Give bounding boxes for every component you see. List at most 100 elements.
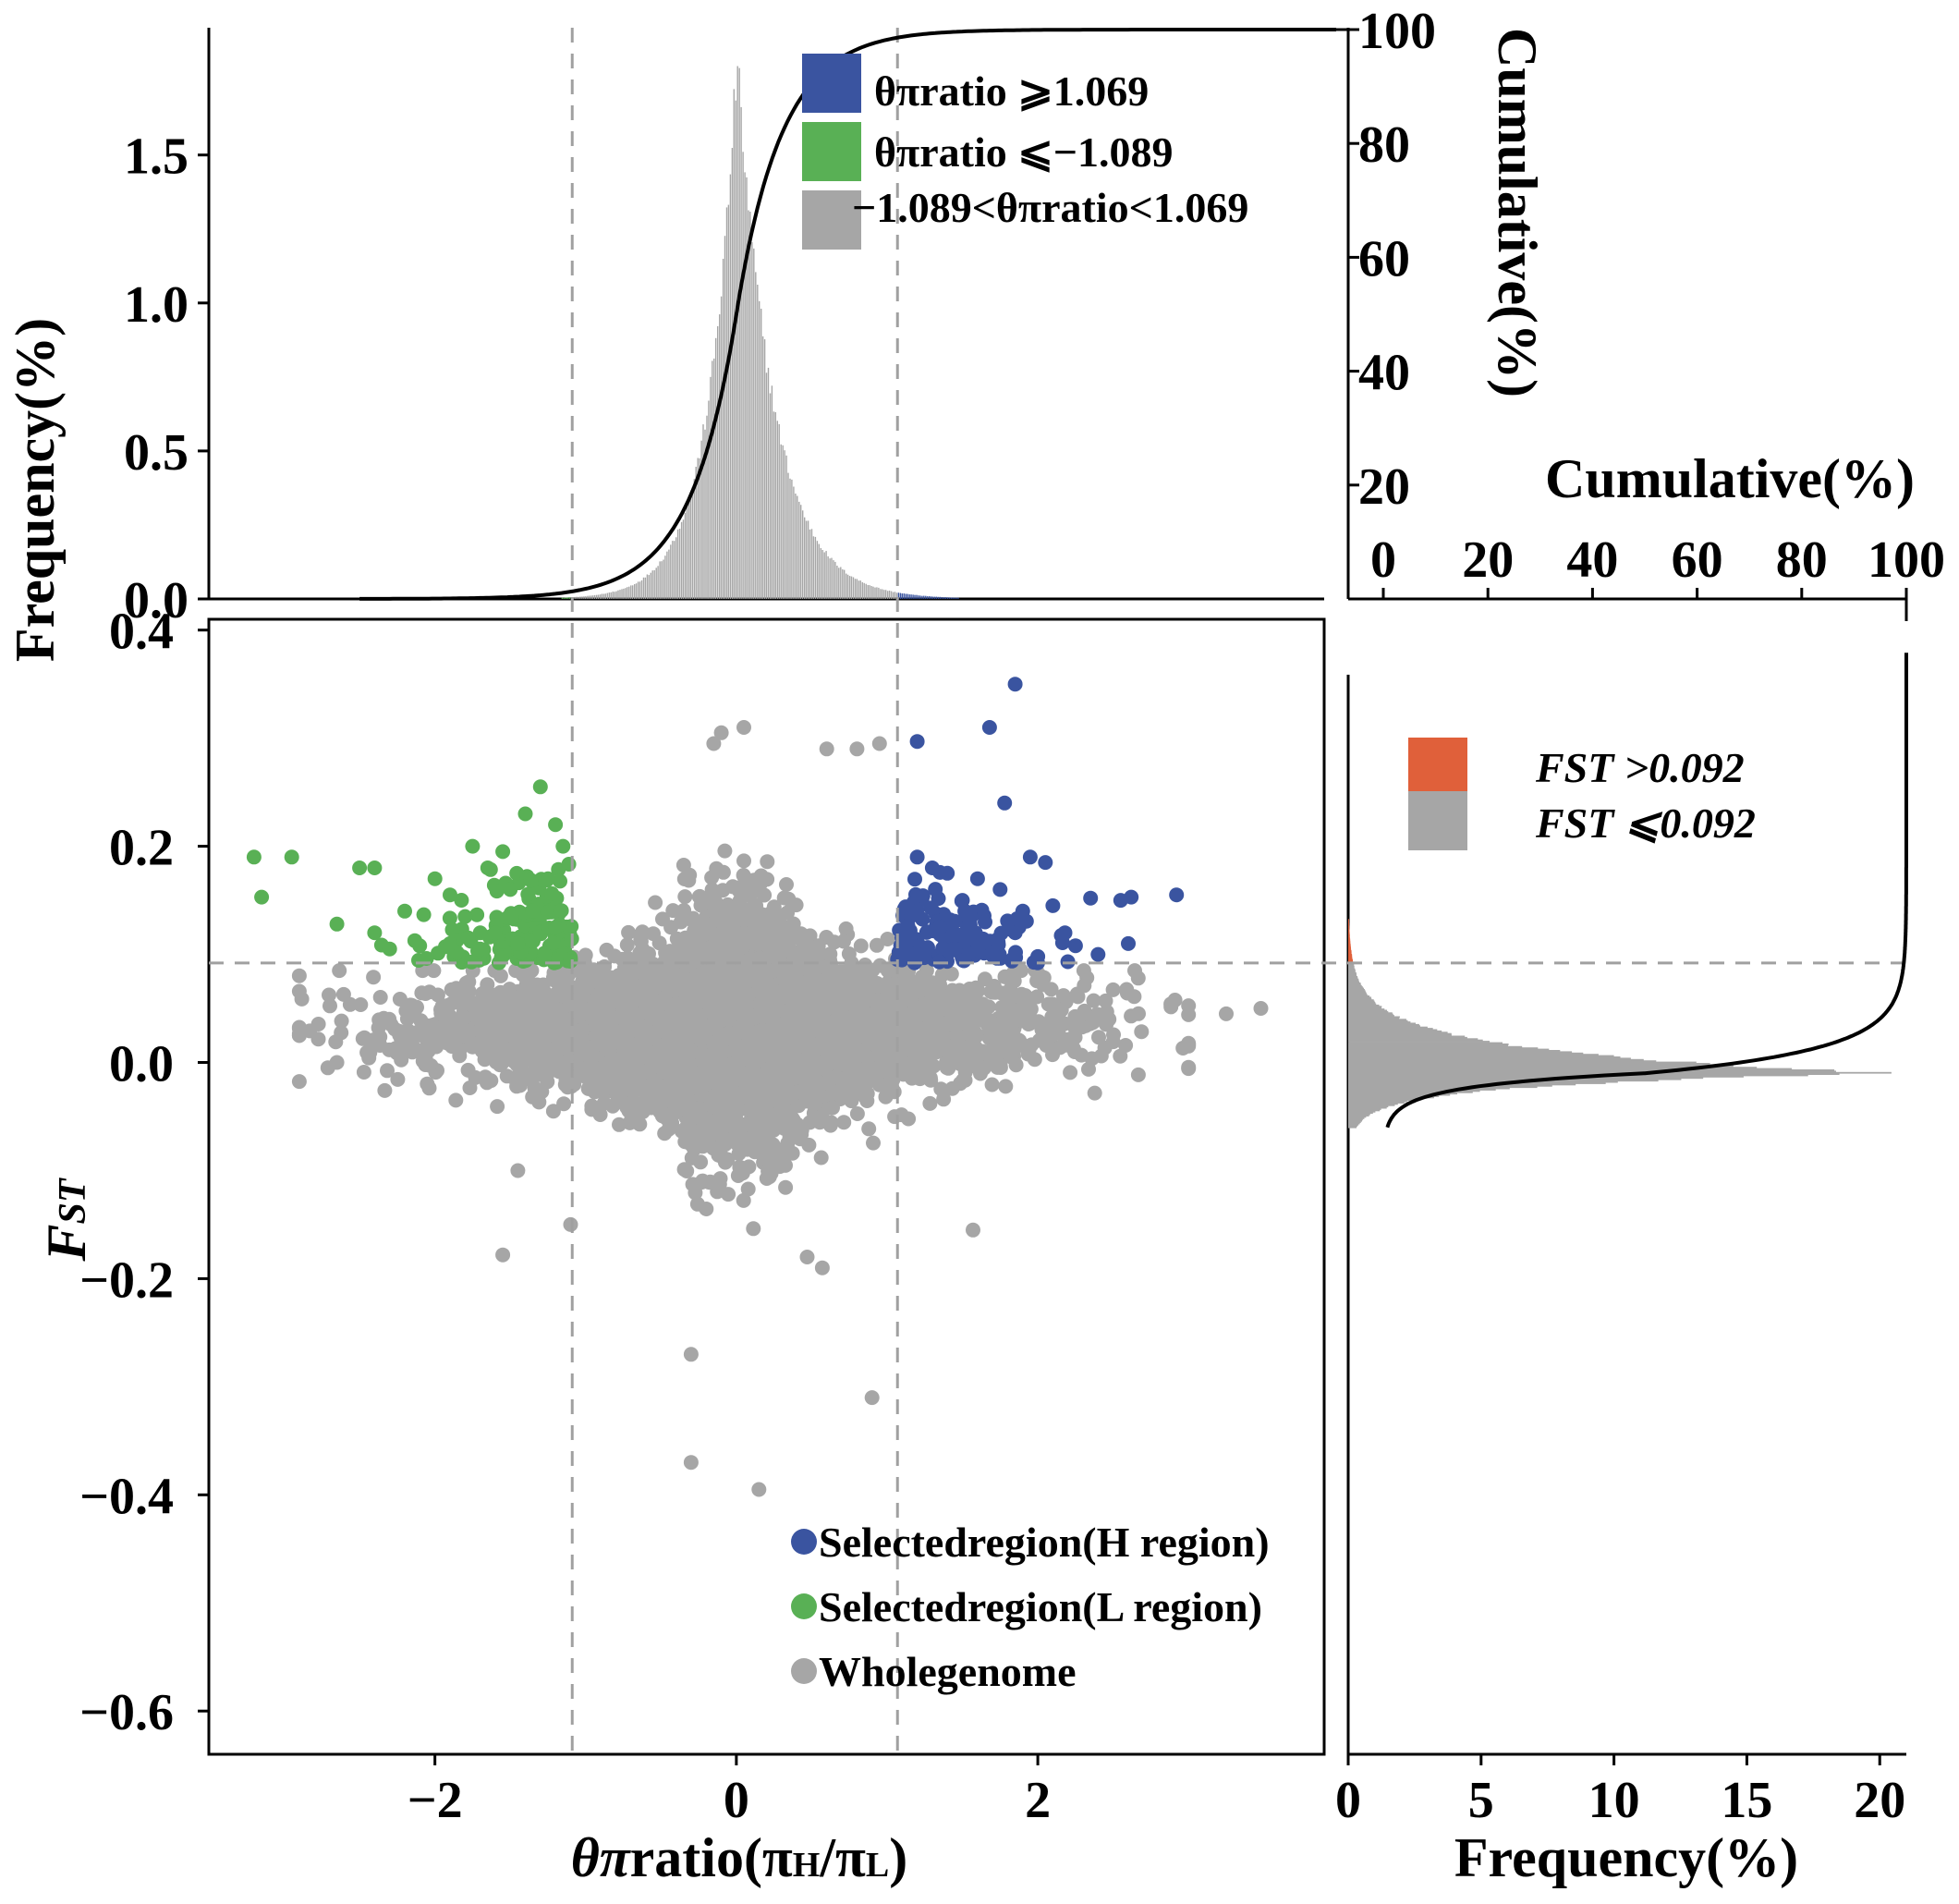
freq-bar bbox=[699, 458, 700, 599]
freq-bar bbox=[899, 592, 902, 599]
freq-bar bbox=[1348, 1052, 1584, 1055]
freq-bar bbox=[1348, 1025, 1420, 1028]
top-histogram bbox=[561, 66, 959, 600]
freq-bar bbox=[767, 367, 770, 599]
freq-bar bbox=[1348, 1124, 1359, 1126]
freq-bar bbox=[883, 590, 885, 599]
freq-bar bbox=[1348, 934, 1350, 936]
freq-bar bbox=[778, 423, 780, 599]
freq-bar bbox=[1348, 1038, 1478, 1041]
freq-bar bbox=[576, 596, 578, 599]
wholegenome-point bbox=[778, 1179, 794, 1195]
freq-bar bbox=[1348, 1064, 1734, 1067]
freq-bar bbox=[1348, 1065, 1734, 1068]
freq-bar bbox=[1348, 960, 1354, 962]
wholegenome-point bbox=[802, 1115, 818, 1130]
wholegenome-point bbox=[621, 924, 637, 940]
freq-bar bbox=[733, 89, 735, 599]
freq-bar bbox=[1348, 1004, 1380, 1007]
freq-bar bbox=[897, 592, 900, 599]
wholegenome-point bbox=[849, 1106, 865, 1121]
freq-bar bbox=[782, 445, 784, 599]
freq-bar bbox=[738, 67, 740, 600]
freq-bar bbox=[1348, 926, 1350, 929]
freq-bar bbox=[695, 467, 697, 599]
freq-bar bbox=[653, 570, 655, 599]
wholegenome-point bbox=[640, 1096, 656, 1112]
freq-bar bbox=[746, 177, 748, 599]
freq-bar bbox=[1348, 930, 1350, 933]
freq-bar bbox=[1348, 983, 1361, 984]
freq-bar bbox=[1348, 1118, 1363, 1121]
freq-bar bbox=[844, 569, 846, 599]
freq-bar bbox=[1348, 939, 1351, 942]
freq-bar bbox=[1348, 1019, 1406, 1021]
freq-bar bbox=[1348, 984, 1362, 987]
freq-bar bbox=[890, 591, 893, 599]
freq-bar bbox=[878, 587, 880, 599]
freq-bar bbox=[719, 314, 721, 599]
wholegenome-point bbox=[858, 1090, 873, 1105]
wholegenome-point bbox=[866, 1135, 881, 1151]
freq-bar bbox=[1348, 1032, 1452, 1035]
freq-bar bbox=[807, 520, 809, 599]
freq-bar bbox=[1348, 947, 1351, 949]
wholegenome-point bbox=[836, 1115, 852, 1130]
freq-bar bbox=[1348, 938, 1351, 941]
freq-bar bbox=[1348, 1073, 1840, 1075]
wholegenome-point bbox=[746, 1221, 761, 1237]
freq-bar bbox=[1348, 974, 1357, 977]
freq-bar bbox=[838, 568, 840, 599]
freq-bar bbox=[869, 585, 870, 599]
freq-bar bbox=[776, 421, 778, 599]
freq-bar bbox=[914, 594, 916, 599]
freq-bar bbox=[1348, 967, 1355, 969]
wholegenome-point-cloud bbox=[291, 720, 1269, 1497]
freq-bar bbox=[1348, 1036, 1467, 1039]
freq-bar bbox=[1348, 941, 1351, 943]
freq-bar bbox=[1348, 945, 1351, 947]
freq-bar bbox=[861, 581, 863, 599]
freq-bar bbox=[1348, 993, 1367, 995]
freq-bar bbox=[1348, 1110, 1376, 1113]
freq-bar bbox=[1348, 1109, 1381, 1112]
freq-bar bbox=[691, 487, 693, 599]
freq-bar bbox=[1348, 943, 1351, 946]
freq-bar bbox=[874, 587, 876, 599]
freq-bar bbox=[846, 574, 849, 599]
wholegenome-point bbox=[732, 1159, 748, 1175]
wholegenome-point bbox=[774, 922, 790, 938]
freq-bar bbox=[1348, 955, 1353, 958]
freq-bar bbox=[1348, 1095, 1440, 1097]
freq-bar bbox=[1348, 1104, 1395, 1106]
freq-bar bbox=[574, 596, 576, 599]
freq-bar bbox=[579, 596, 581, 599]
freq-bar bbox=[672, 541, 674, 599]
freq-bar bbox=[648, 575, 650, 599]
freq-bar bbox=[1348, 1089, 1496, 1091]
freq-bar bbox=[1348, 928, 1350, 930]
freq-bar bbox=[895, 592, 898, 599]
freq-bar bbox=[923, 595, 925, 599]
freq-bar bbox=[640, 580, 643, 599]
wholegenome-point bbox=[657, 1126, 673, 1141]
freq-bar bbox=[1348, 1083, 1576, 1086]
freq-bar bbox=[840, 567, 842, 599]
freq-bar bbox=[1348, 1105, 1389, 1108]
freq-bar bbox=[950, 597, 952, 599]
freq-bar bbox=[810, 529, 813, 599]
freq-bar bbox=[919, 595, 921, 599]
wholegenome-point bbox=[782, 1129, 797, 1145]
freq-bar bbox=[791, 479, 793, 599]
freq-bar bbox=[809, 529, 811, 599]
freq-bar bbox=[1348, 1051, 1573, 1054]
freq-bar bbox=[931, 596, 934, 599]
freq-bar bbox=[680, 521, 683, 599]
freq-bar bbox=[561, 597, 564, 599]
freq-bar bbox=[821, 550, 823, 599]
freq-bar bbox=[957, 597, 959, 599]
freq-bar bbox=[670, 544, 672, 599]
freq-bar bbox=[563, 597, 565, 599]
freq-bar bbox=[697, 458, 699, 599]
freq-bar bbox=[850, 576, 853, 599]
